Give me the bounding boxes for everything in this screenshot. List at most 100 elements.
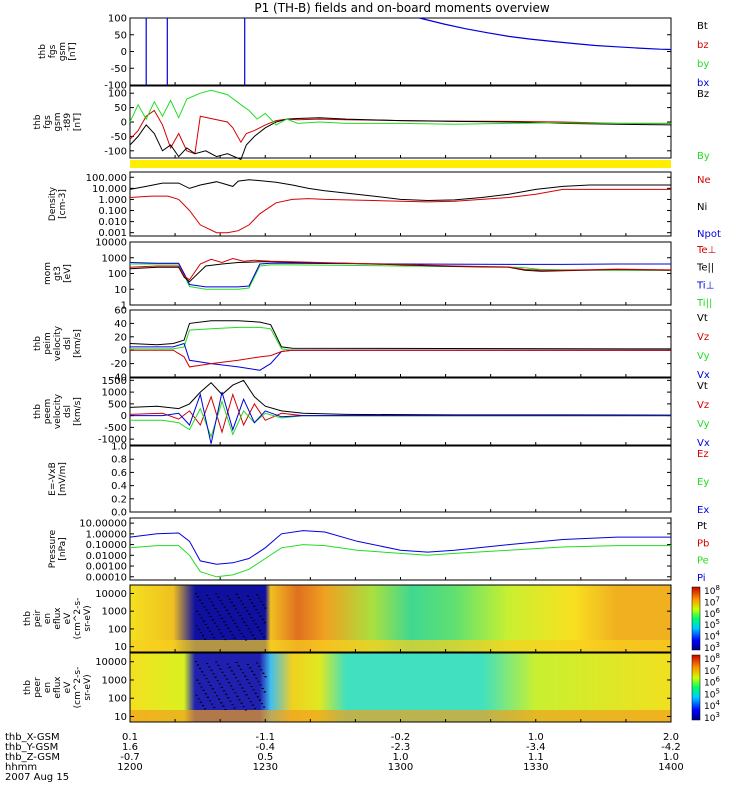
p4-ytick-label: 1000 [102, 253, 127, 264]
p8-legend-Pb: Pb [697, 538, 709, 549]
p10-ytick-label: 100 [108, 694, 127, 705]
p10-speckle [196, 679, 199, 681]
p10-speckle [216, 680, 219, 682]
x-row-label-hhmm: hhmm [5, 762, 37, 773]
p10-speckle [228, 666, 231, 668]
p9-speckle [210, 601, 213, 603]
p10-ytick-label: 10 [114, 712, 127, 723]
p4-ylabel-line: mom [43, 262, 53, 285]
p9-speckle [259, 615, 262, 617]
x-row-label-z-gsm: thb_Z-GSM [5, 752, 60, 763]
p3-ylabel-line: Density [48, 186, 58, 221]
x-row-2-value: -0.7 [120, 752, 140, 763]
p5-ytick-label: 40 [114, 319, 127, 330]
p4-ylabel-line: [eV] [63, 264, 73, 283]
p9-speckle [244, 607, 247, 609]
p10-ylabel-line: eflux [53, 676, 63, 699]
p3-legend-Ne: Ne [697, 175, 711, 186]
p10-speckle [236, 695, 239, 697]
p9-ylabel-line: sr-eV) [83, 605, 93, 631]
p7-frame [129, 445, 672, 513]
p9-speckle [251, 634, 254, 636]
p10-speckle [216, 695, 218, 697]
p2-frame [129, 85, 672, 159]
p3-series-Ne [129, 188, 671, 234]
p9-speckle [203, 606, 206, 608]
p1-legend-bz: bz [697, 40, 709, 51]
p6-series-Vx [130, 391, 671, 444]
p10-speckle [213, 691, 216, 693]
x-row-2-value: 0.5 [257, 752, 273, 763]
p7-ylabel-line: [mV/m] [58, 462, 68, 496]
p3-ylabel-line: [cm-3] [58, 189, 68, 219]
p9-ylabel-line: eV [63, 612, 73, 625]
p9-speckle [263, 636, 266, 638]
p8-ytick-label: 1.00000 [86, 529, 127, 540]
x-row-1-value: 1.6 [122, 742, 138, 753]
p9-speckle [261, 633, 263, 635]
p9-speckle [237, 597, 240, 599]
p9-speckle [217, 596, 220, 598]
p10-speckle [244, 675, 247, 677]
p10-speckle [221, 671, 224, 673]
p10-speckle [254, 708, 256, 709]
p10-speckle [219, 668, 222, 670]
p10-speckle [231, 704, 234, 706]
x-row-3-value: 1230 [253, 762, 278, 773]
p4-legend-Ti||: Ti|| [696, 298, 712, 309]
p9-speckle [218, 629, 221, 631]
p10-speckle [210, 669, 213, 671]
p10-speckle [206, 663, 209, 664]
p9-speckle [260, 601, 263, 602]
p2-ylabel-line: fgs [43, 115, 53, 129]
p10-speckle [220, 687, 223, 688]
p9-speckle [232, 605, 235, 607]
p9-speckle [234, 623, 237, 625]
p10-speckle [251, 704, 254, 706]
p4-series-Ti⊥ [129, 262, 671, 288]
x-row-1-value: -3.4 [526, 742, 546, 753]
p9-speckle [202, 635, 204, 637]
p9-speckle [247, 595, 249, 597]
p10-speckle [258, 699, 261, 701]
p4-series-Te⊥ [129, 257, 672, 281]
p8-ylabel-line: [nPa] [58, 537, 68, 560]
p1-legend-by: by [697, 59, 709, 70]
p10-speckle [264, 676, 267, 678]
p1-series-bx [419, 17, 672, 51]
p10-speckle [202, 689, 205, 691]
p10-speckle [257, 681, 260, 683]
p9-speckle [198, 614, 201, 616]
p10-speckle [195, 694, 198, 696]
p4-frame [129, 241, 672, 306]
p9-speckle [263, 622, 266, 624]
p6-legend-Vz: Vz [697, 400, 709, 411]
p9-speckle [256, 594, 259, 596]
p9-ylabel-line: thb [23, 611, 33, 626]
p10-ylabel-line: sr-eV) [83, 674, 93, 700]
p4-series-Ti|| [130, 263, 671, 290]
p10-speckle [197, 664, 199, 666]
p1-ylabel-line: fgs [48, 44, 58, 58]
p10-speckle [247, 697, 250, 699]
p9-speckle [247, 628, 250, 630]
p6-ytick-label: -1000 [98, 435, 127, 446]
p9-speckle [209, 630, 211, 632]
p9-speckle [222, 635, 225, 637]
p9-speckle [220, 617, 223, 619]
p8-series-Pe [129, 544, 671, 578]
p9-speckle [223, 621, 226, 623]
p1-ytick-label: 0 [121, 47, 127, 58]
p3-legend-Ni: Ni [697, 202, 707, 213]
p1-legend-bx: bx [697, 78, 709, 89]
p9-speckle [253, 605, 256, 607]
p9-speckle [246, 610, 249, 612]
p10-speckle [241, 687, 244, 689]
p9-speckle [237, 611, 240, 613]
p10-speckle [198, 683, 201, 684]
p10-speckle [249, 701, 252, 703]
p6-series-Vt [129, 379, 672, 416]
p6-ylabel-line: [km/s] [73, 397, 83, 426]
p8-ytick-label: 10.00000 [79, 519, 127, 530]
p1-ylabel-line: gsm [58, 42, 68, 61]
